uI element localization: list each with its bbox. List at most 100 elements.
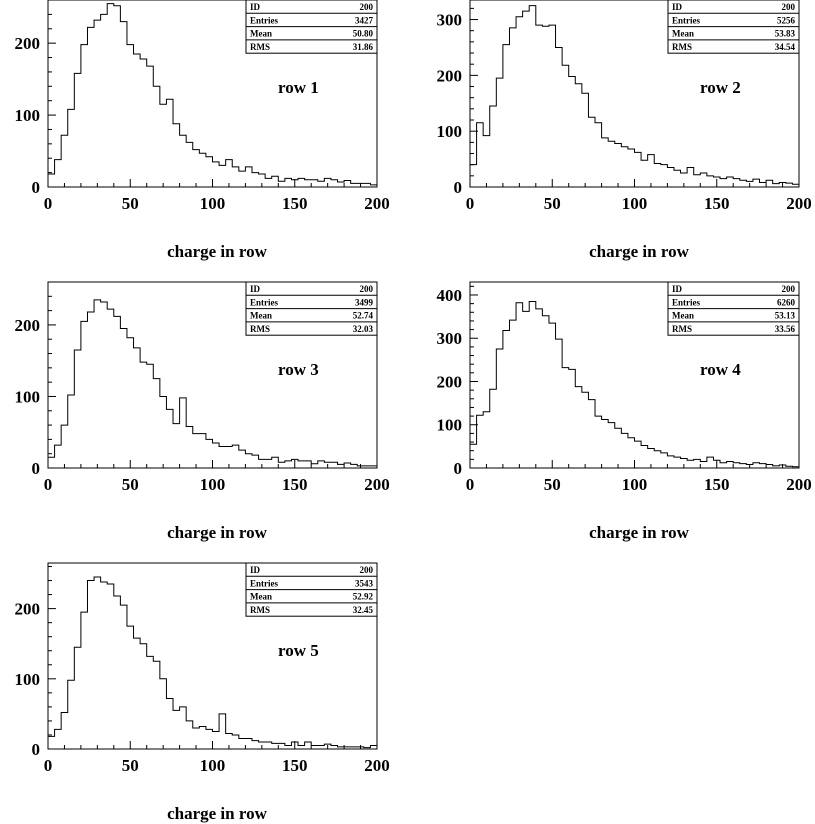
x-tick-label: 50 bbox=[122, 756, 139, 775]
x-tick-label: 100 bbox=[200, 194, 226, 213]
row-label: row 5 bbox=[278, 641, 319, 660]
stats-key: ID bbox=[250, 2, 261, 12]
stats-value: 200 bbox=[782, 284, 796, 294]
stats-value: 5256 bbox=[777, 15, 796, 25]
y-tick-label: 200 bbox=[15, 34, 41, 53]
stats-key: RMS bbox=[672, 324, 692, 334]
x-tick-label: 100 bbox=[622, 194, 648, 213]
x-tick-label: 50 bbox=[122, 194, 139, 213]
x-tick-label: 0 bbox=[44, 475, 53, 494]
x-tick-label: 200 bbox=[364, 756, 390, 775]
stats-value: 52.74 bbox=[353, 311, 374, 321]
x-tick-label: 50 bbox=[122, 475, 139, 494]
x-tick-label: 200 bbox=[786, 194, 812, 213]
y-tick-label: 100 bbox=[437, 416, 463, 435]
x-tick-label: 150 bbox=[282, 756, 308, 775]
y-tick-label: 0 bbox=[32, 459, 41, 478]
stats-key: Mean bbox=[250, 592, 272, 602]
stats-value: 3543 bbox=[355, 578, 374, 588]
y-tick-label: 200 bbox=[15, 316, 41, 335]
y-tick-label: 0 bbox=[454, 459, 463, 478]
histogram-series-line bbox=[48, 299, 377, 467]
stats-value: 3499 bbox=[355, 297, 374, 307]
stats-value: 53.83 bbox=[775, 29, 796, 39]
stats-key: RMS bbox=[250, 324, 270, 334]
histogram-panel-2: 0 50 100 150 200 0 100 200 300 row 2 charge in row… bbox=[437, 0, 812, 261]
x-tick-label: 0 bbox=[466, 475, 475, 494]
x-tick-label: 0 bbox=[44, 756, 53, 775]
stats-value: 32.03 bbox=[353, 324, 374, 334]
y-tick-label: 200 bbox=[15, 600, 41, 619]
stats-box: ID 200 Entries 3427 Mean 50.80 RMS 31.86 bbox=[245, 0, 378, 54]
stats-key: Entries bbox=[672, 15, 700, 25]
stats-value: 32.45 bbox=[353, 605, 374, 615]
histogram-series-line bbox=[48, 3, 377, 186]
stats-value: 200 bbox=[360, 565, 374, 575]
y-tick-label: 0 bbox=[32, 178, 41, 197]
stats-key: ID bbox=[672, 2, 683, 12]
x-tick-label: 0 bbox=[44, 194, 53, 213]
x-axis-label: charge in row bbox=[589, 523, 690, 542]
stats-box: ID 200 Entries 5256 Mean 53.83 RMS 34.54 bbox=[667, 0, 800, 54]
histogram-panel-5: 0 50 100 150 200 0 100 200 row 5 charge in row ID 2… bbox=[15, 562, 390, 823]
stats-value: 6260 bbox=[777, 297, 796, 307]
stats-value: 52.92 bbox=[353, 592, 374, 602]
y-tick-label: 400 bbox=[437, 286, 463, 305]
stats-value: 33.56 bbox=[775, 324, 796, 334]
stats-box: ID 200 Entries 3543 Mean 52.92 RMS 32.45 bbox=[245, 562, 378, 617]
stats-box: ID 200 Entries 3499 Mean 52.74 RMS 32.03 bbox=[245, 281, 378, 336]
row-label: row 1 bbox=[278, 78, 319, 97]
stats-key: Entries bbox=[250, 15, 278, 25]
x-tick-label: 0 bbox=[466, 194, 475, 213]
x-axis-label: charge in row bbox=[589, 242, 690, 261]
x-tick-label: 200 bbox=[786, 475, 812, 494]
row-label: row 4 bbox=[700, 360, 741, 379]
stats-key: Mean bbox=[672, 311, 694, 321]
stats-value: 53.13 bbox=[775, 311, 796, 321]
histogram-series-line bbox=[48, 576, 377, 749]
x-axis-label: charge in row bbox=[167, 523, 268, 542]
stats-key: RMS bbox=[250, 605, 270, 615]
stats-value: 200 bbox=[360, 2, 374, 12]
histogram-panel-1: 0 50 100 150 200 0 100 200 row 1 charge in row ID 2… bbox=[15, 0, 390, 261]
stats-value: 3427 bbox=[355, 15, 374, 25]
y-tick-label: 0 bbox=[454, 178, 463, 197]
stats-key: ID bbox=[250, 284, 261, 294]
y-tick-label: 300 bbox=[437, 11, 463, 30]
y-tick-label: 100 bbox=[437, 122, 463, 141]
stats-key: Entries bbox=[250, 578, 278, 588]
stats-key: ID bbox=[672, 284, 683, 294]
histogram-series-line bbox=[470, 300, 799, 468]
x-tick-label: 200 bbox=[364, 194, 390, 213]
stats-key: RMS bbox=[672, 42, 692, 52]
stats-value: 34.54 bbox=[775, 42, 796, 52]
x-tick-label: 150 bbox=[704, 475, 730, 494]
stats-key: Entries bbox=[672, 297, 700, 307]
y-tick-label: 100 bbox=[15, 106, 41, 125]
row-label: row 2 bbox=[700, 78, 741, 97]
stats-box: ID 200 Entries 6260 Mean 53.13 RMS 33.56 bbox=[667, 281, 800, 336]
x-tick-label: 50 bbox=[544, 194, 561, 213]
stats-key: Entries bbox=[250, 297, 278, 307]
x-axis-label: charge in row bbox=[167, 242, 268, 261]
y-tick-label: 300 bbox=[437, 329, 463, 348]
x-tick-label: 200 bbox=[364, 475, 390, 494]
histogram-series-line bbox=[470, 5, 799, 185]
stats-value: 200 bbox=[360, 284, 374, 294]
x-tick-label: 100 bbox=[200, 756, 226, 775]
y-tick-label: 100 bbox=[15, 387, 41, 406]
x-tick-label: 150 bbox=[704, 194, 730, 213]
x-tick-label: 50 bbox=[544, 475, 561, 494]
y-tick-label: 100 bbox=[15, 670, 41, 689]
histogram-panel-4: 0 50 100 150 200 0 100 200 300 400 row 4 charge in … bbox=[437, 281, 812, 542]
stats-key: ID bbox=[250, 565, 261, 575]
row-label: row 3 bbox=[278, 360, 319, 379]
x-axis-label: charge in row bbox=[167, 804, 268, 823]
y-tick-label: 200 bbox=[437, 372, 463, 391]
x-tick-label: 150 bbox=[282, 475, 308, 494]
stats-key: RMS bbox=[250, 42, 270, 52]
x-tick-label: 100 bbox=[622, 475, 648, 494]
stats-value: 50.80 bbox=[353, 29, 374, 39]
x-tick-label: 150 bbox=[282, 194, 308, 213]
